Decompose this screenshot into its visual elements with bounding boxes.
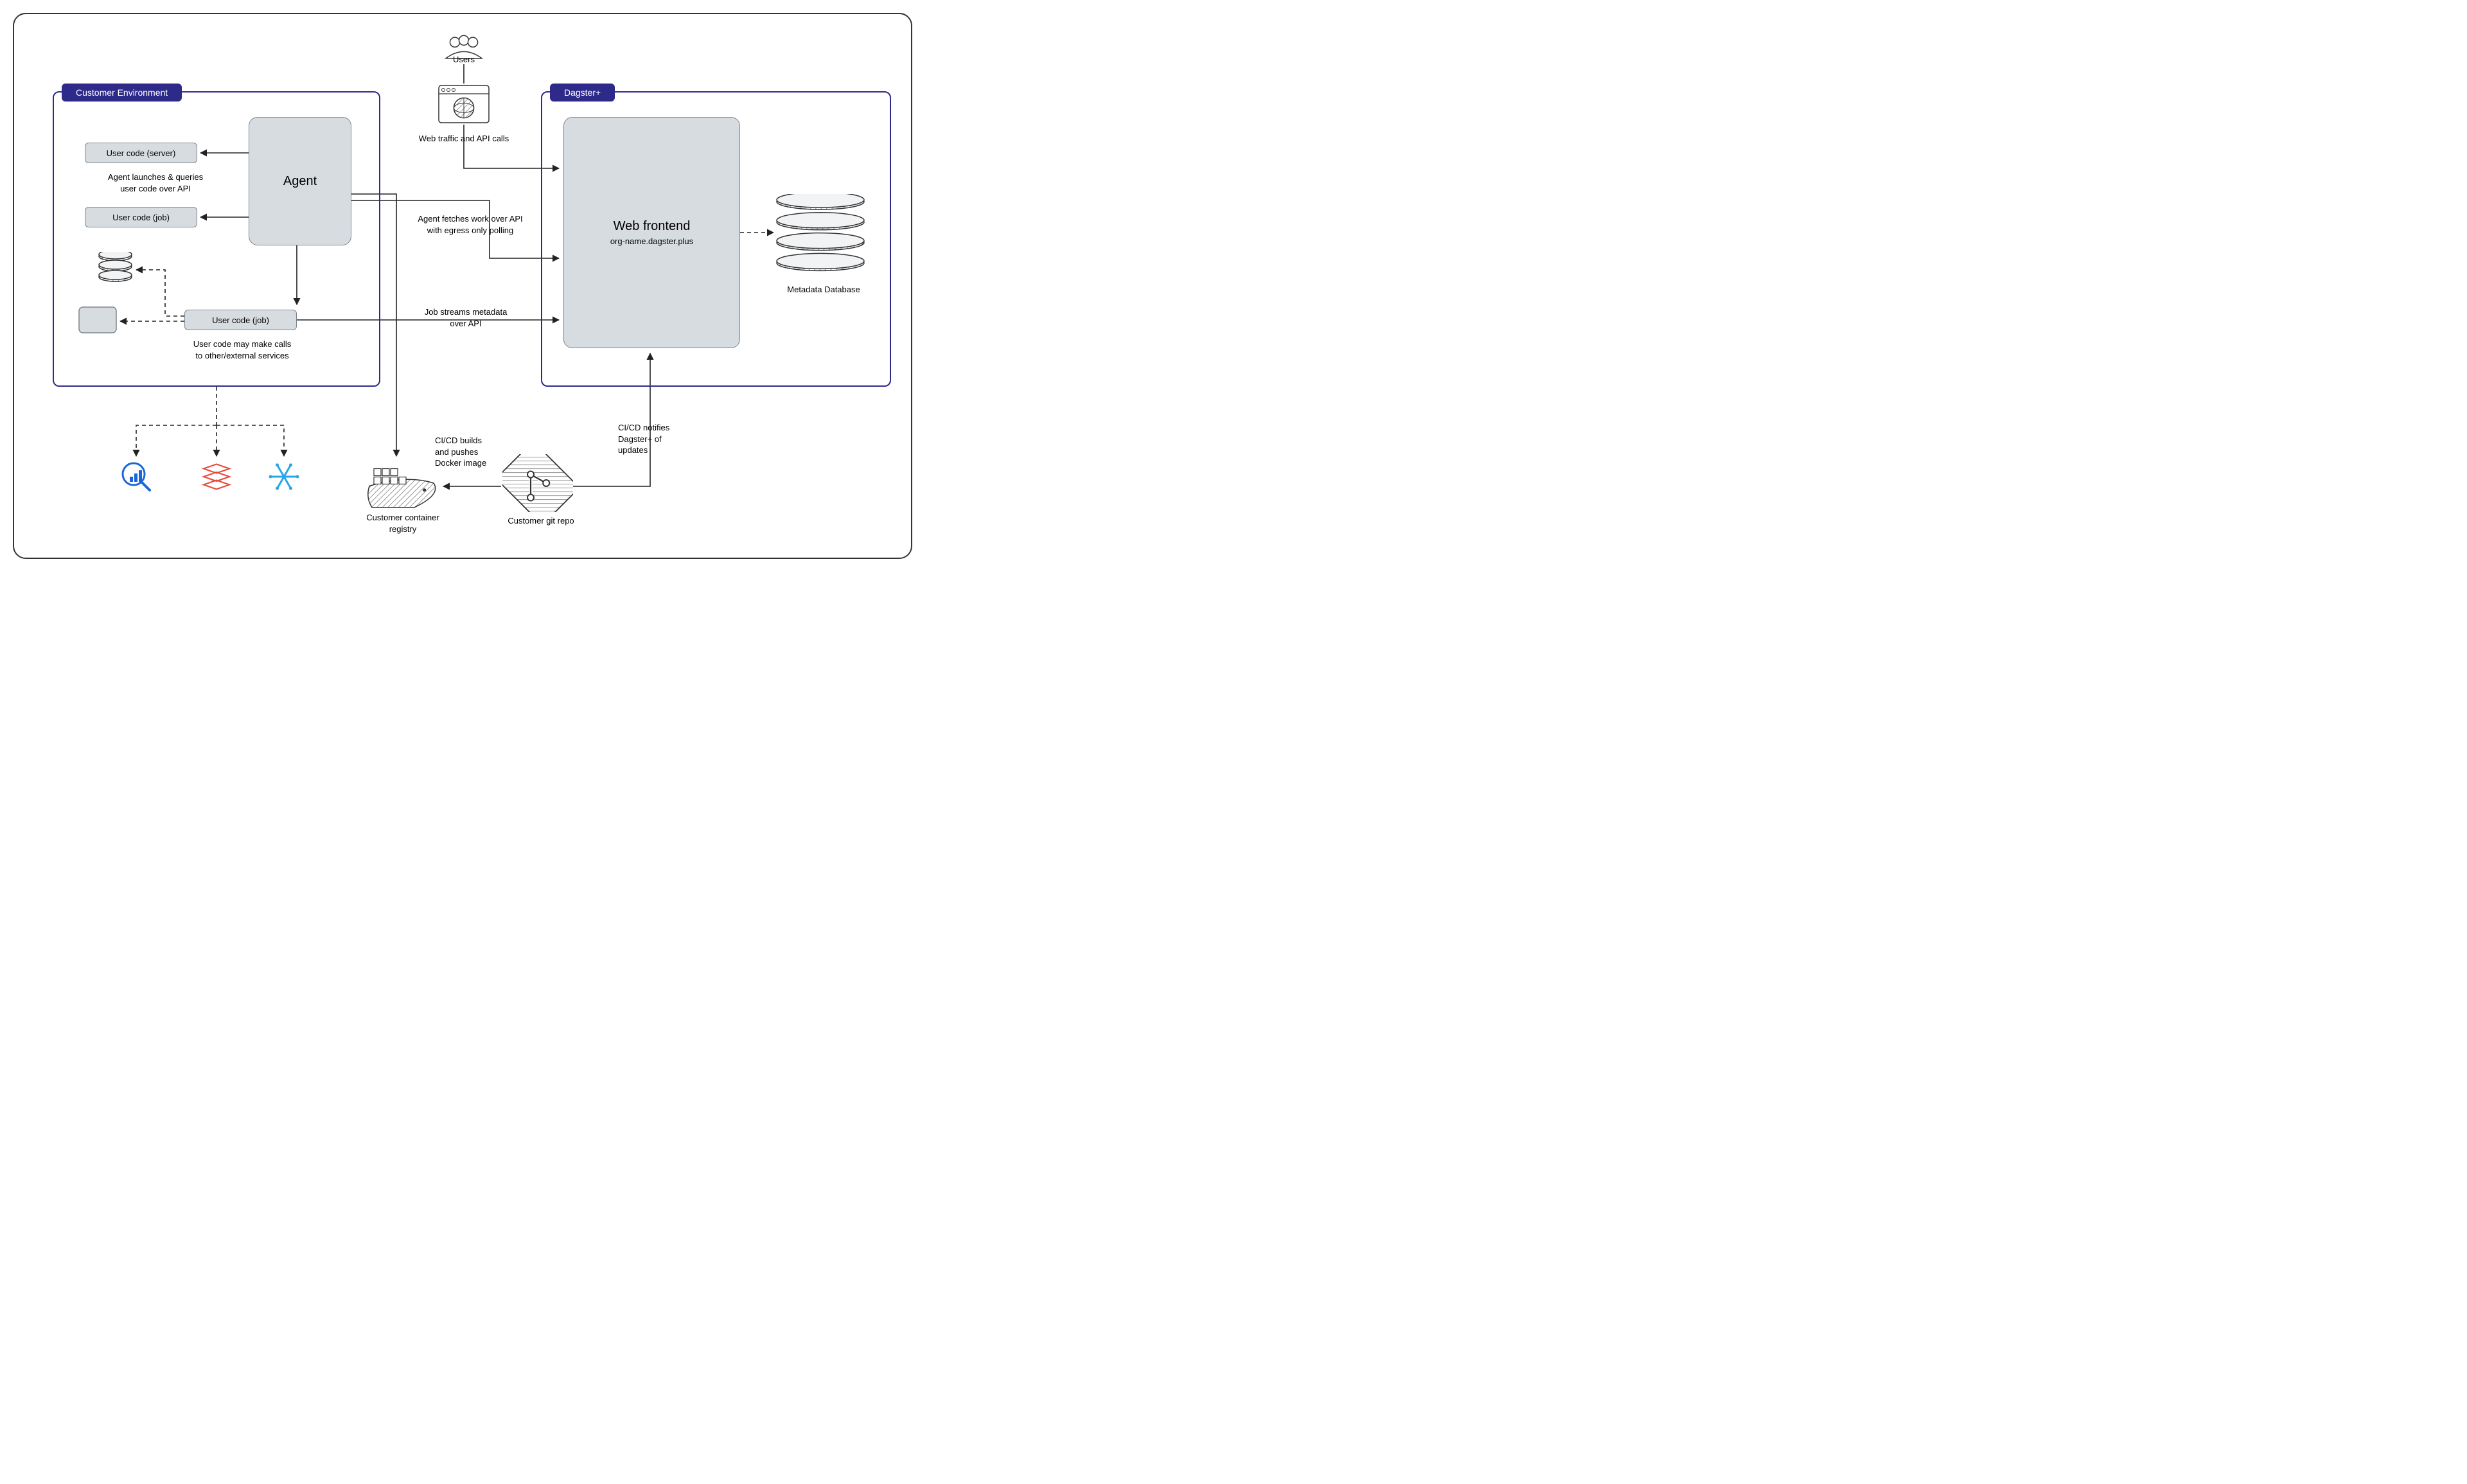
svc-bigquery-icon (120, 461, 152, 493)
caption-job-streams: Job streams metadataover API (398, 306, 533, 329)
git-icon (502, 454, 573, 512)
label-docker: Customer containerregistry (351, 512, 454, 534)
caption-web-traffic: Web traffic and API calls (393, 133, 535, 145)
edge (217, 425, 284, 456)
node-ucode-job1: User code (job) (85, 207, 197, 227)
node-frontend: Web frontend org-name.dagster.plus (563, 117, 740, 348)
node-frontend-label: Web frontend (614, 219, 691, 234)
svc-databricks-icon (200, 461, 233, 493)
edge (136, 425, 217, 456)
node-ucode-job2: User code (job) (184, 310, 297, 330)
region-customer-label: Customer Environment (62, 84, 182, 102)
caption-agent-launches: Agent launches & queriesuser code over A… (91, 172, 220, 194)
node-agent-label: Agent (283, 174, 317, 189)
label-users: Users (451, 54, 477, 66)
label-gitrepo: Customer git repo (493, 515, 589, 527)
caption-user-code-ext: User code may make callsto other/externa… (168, 339, 316, 361)
browser-icon (438, 85, 490, 123)
node-agent: Agent (249, 117, 351, 245)
diagram-canvas: Customer Environment Dagster+ Agent User… (13, 13, 912, 559)
svc-snowflake-icon (268, 461, 300, 493)
caption-agent-fetches: Agent fetches work over APIwith egress o… (393, 213, 547, 236)
ext-box-icon (78, 306, 117, 333)
caption-cicd-builds: CI/CD buildsand pushesDocker image (435, 435, 512, 469)
node-frontend-sub: org-name.dagster.plus (610, 236, 693, 246)
metadb-icon (775, 194, 865, 278)
ext-db-icon (98, 252, 133, 287)
docker-icon (364, 454, 441, 512)
caption-cicd-notifies: CI/CD notifiesDagster+ ofupdates (618, 422, 708, 456)
label-metadb: Metadata Database (775, 284, 872, 296)
region-dagster-label: Dagster+ (550, 84, 615, 102)
node-ucode-server: User code (server) (85, 143, 197, 163)
